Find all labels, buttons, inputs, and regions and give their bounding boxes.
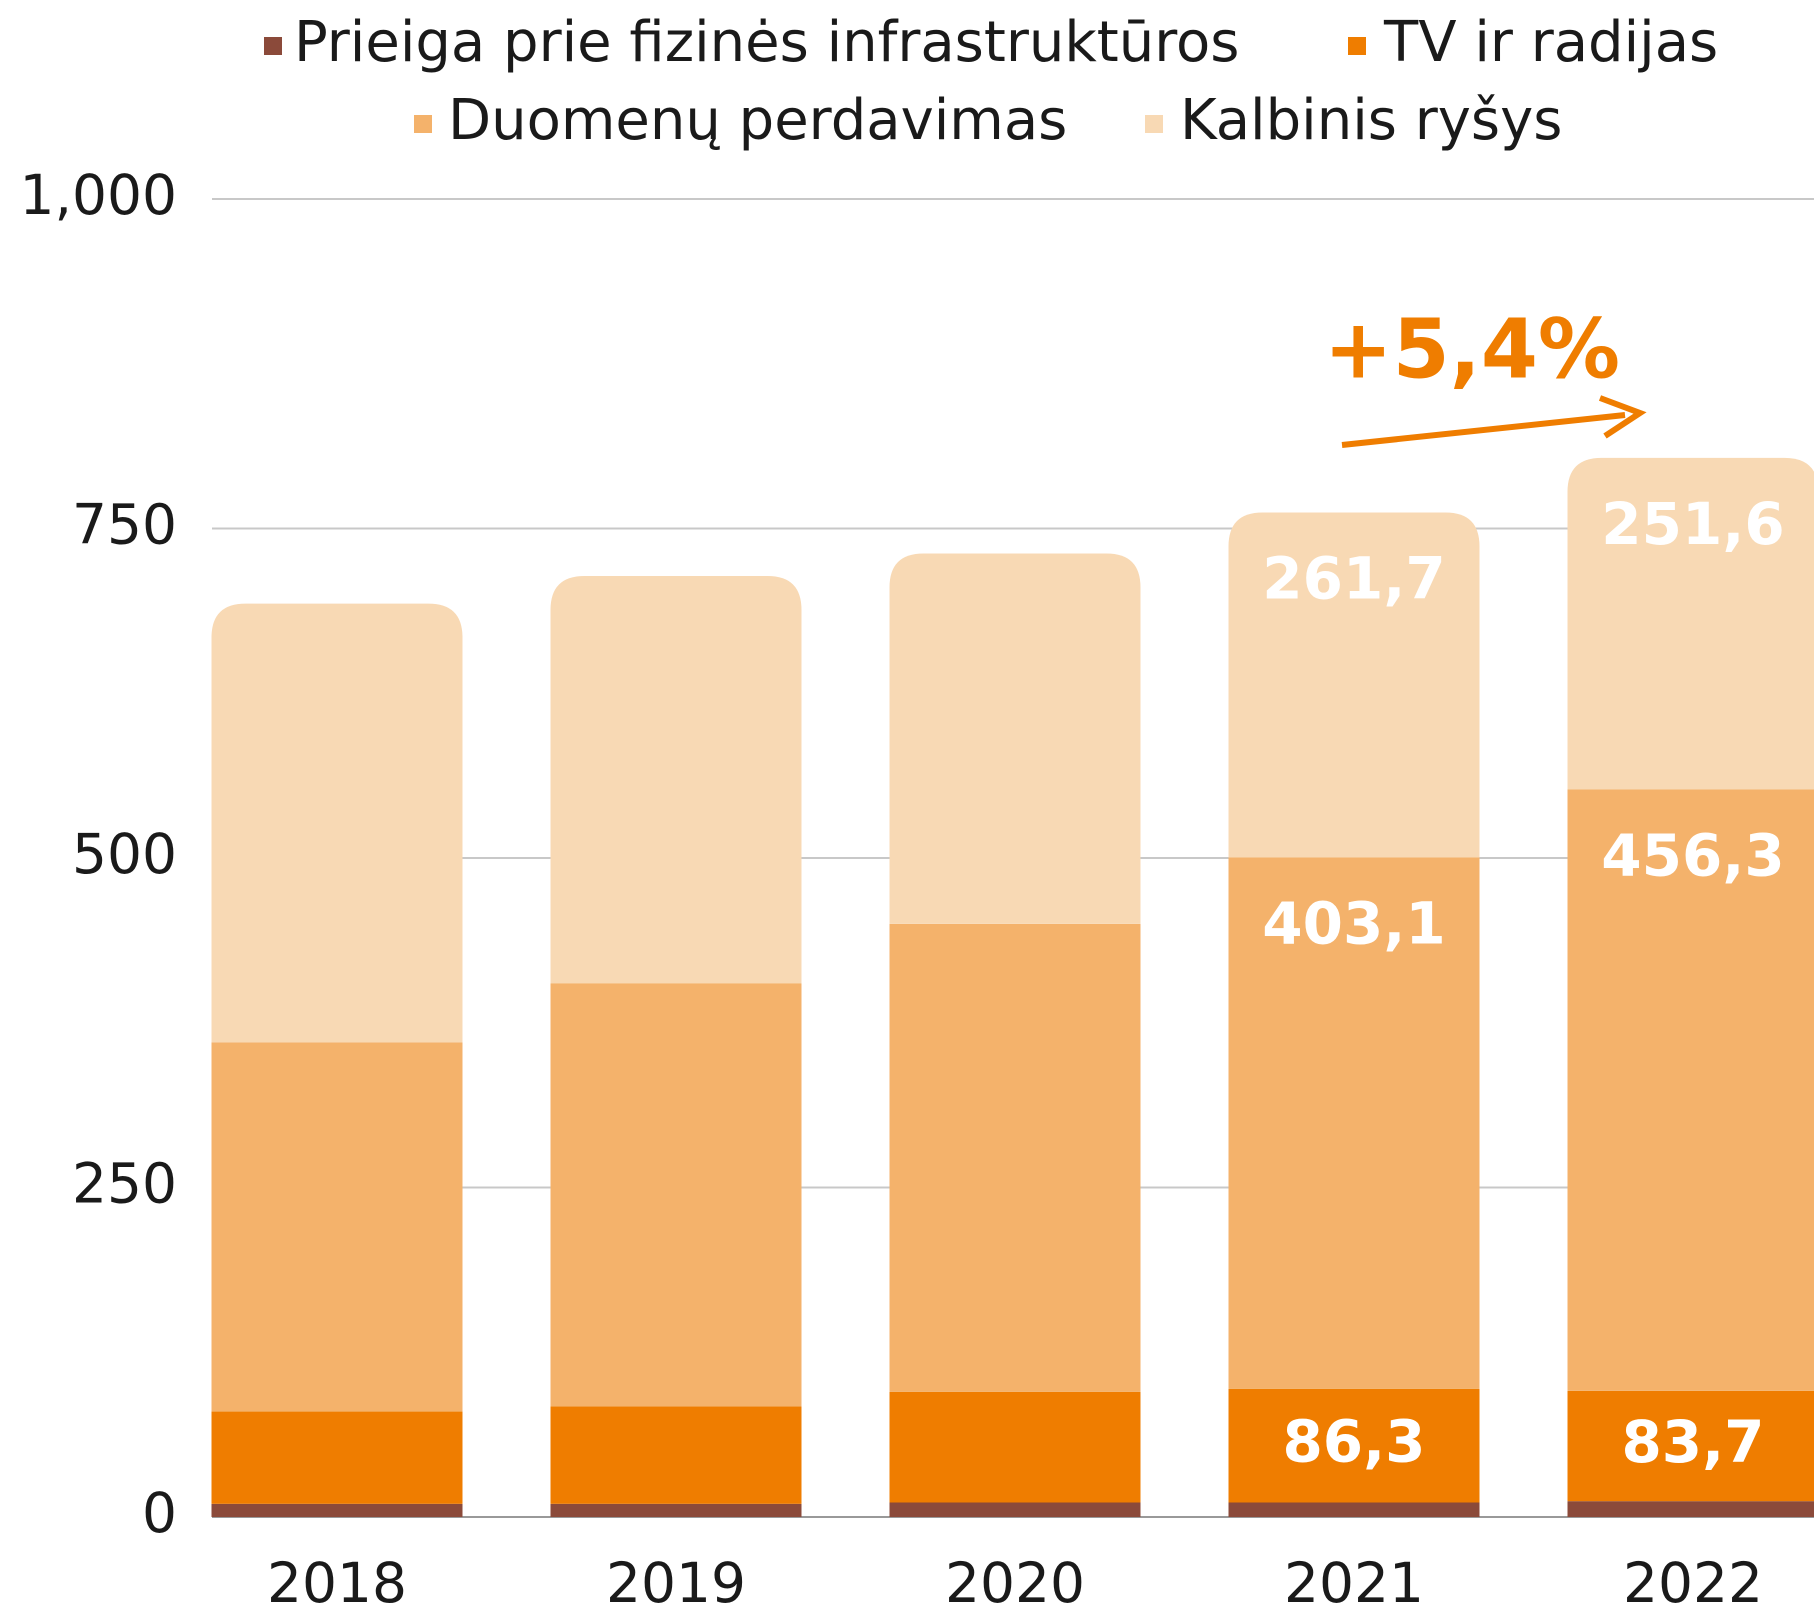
bar-segment: [550, 1406, 802, 1504]
bar-segment: [1228, 512, 1480, 858]
legend-marker: [1145, 115, 1163, 133]
bar-segment: [1228, 1502, 1480, 1517]
bar-segment: [211, 1411, 463, 1504]
bar-segment: [1567, 789, 1814, 1391]
bar-segment: [211, 1042, 463, 1412]
value-label: 86,3: [1282, 1408, 1425, 1476]
x-tick-label: 2020: [945, 1551, 1085, 1614]
legend-marker: [264, 37, 282, 55]
annotation-arrow-head: [1598, 395, 1647, 439]
legend-marker: [1348, 37, 1366, 55]
bar-segment: [211, 603, 463, 1043]
value-label: 83,7: [1621, 1408, 1764, 1476]
value-label: 403,1: [1262, 890, 1445, 958]
bar-segment: [550, 575, 802, 984]
value-label: 456,3: [1601, 822, 1784, 890]
bar-segment: [1567, 1501, 1814, 1517]
y-tick-label: 750: [72, 493, 177, 557]
annotation: +5,4%: [1324, 302, 1620, 397]
legend-marker: [414, 115, 432, 133]
y-tick-label: 0: [142, 1481, 177, 1545]
value-label: 261,7: [1262, 545, 1445, 613]
bar-segment: [211, 1503, 463, 1517]
bar-segment: [1567, 1390, 1814, 1502]
bar-segment: [1567, 457, 1814, 790]
bar-segment: [550, 1503, 802, 1517]
x-tick-label: 2022: [1623, 1551, 1763, 1614]
bar-segment: [889, 1391, 1141, 1503]
bar-segment: [1228, 857, 1480, 1389]
x-tick-label: 2018: [267, 1551, 407, 1614]
legend-label: Duomenų perdavimas: [448, 88, 1067, 153]
bar-segment: [550, 983, 802, 1407]
x-tick-label: 2021: [1284, 1551, 1424, 1614]
legend-label: Kalbinis ryšys: [1180, 88, 1562, 153]
legend-label: Prieiga prie fizinės infrastruktūros: [294, 10, 1239, 75]
value-label: 251,6: [1601, 490, 1784, 558]
y-tick-label: 250: [72, 1152, 177, 1216]
legend-label: TV ir radijas: [1383, 10, 1718, 75]
bar-segment: [889, 923, 1141, 1392]
x-tick-label: 2019: [606, 1551, 746, 1614]
y-tick-label: 500: [72, 822, 177, 886]
bar-segment: [889, 553, 1141, 924]
annotation-arrow: [1341, 412, 1626, 448]
bar-segment: [889, 1502, 1141, 1517]
bar-segment: [1228, 1388, 1480, 1503]
y-tick-label: 1,000: [20, 163, 177, 227]
